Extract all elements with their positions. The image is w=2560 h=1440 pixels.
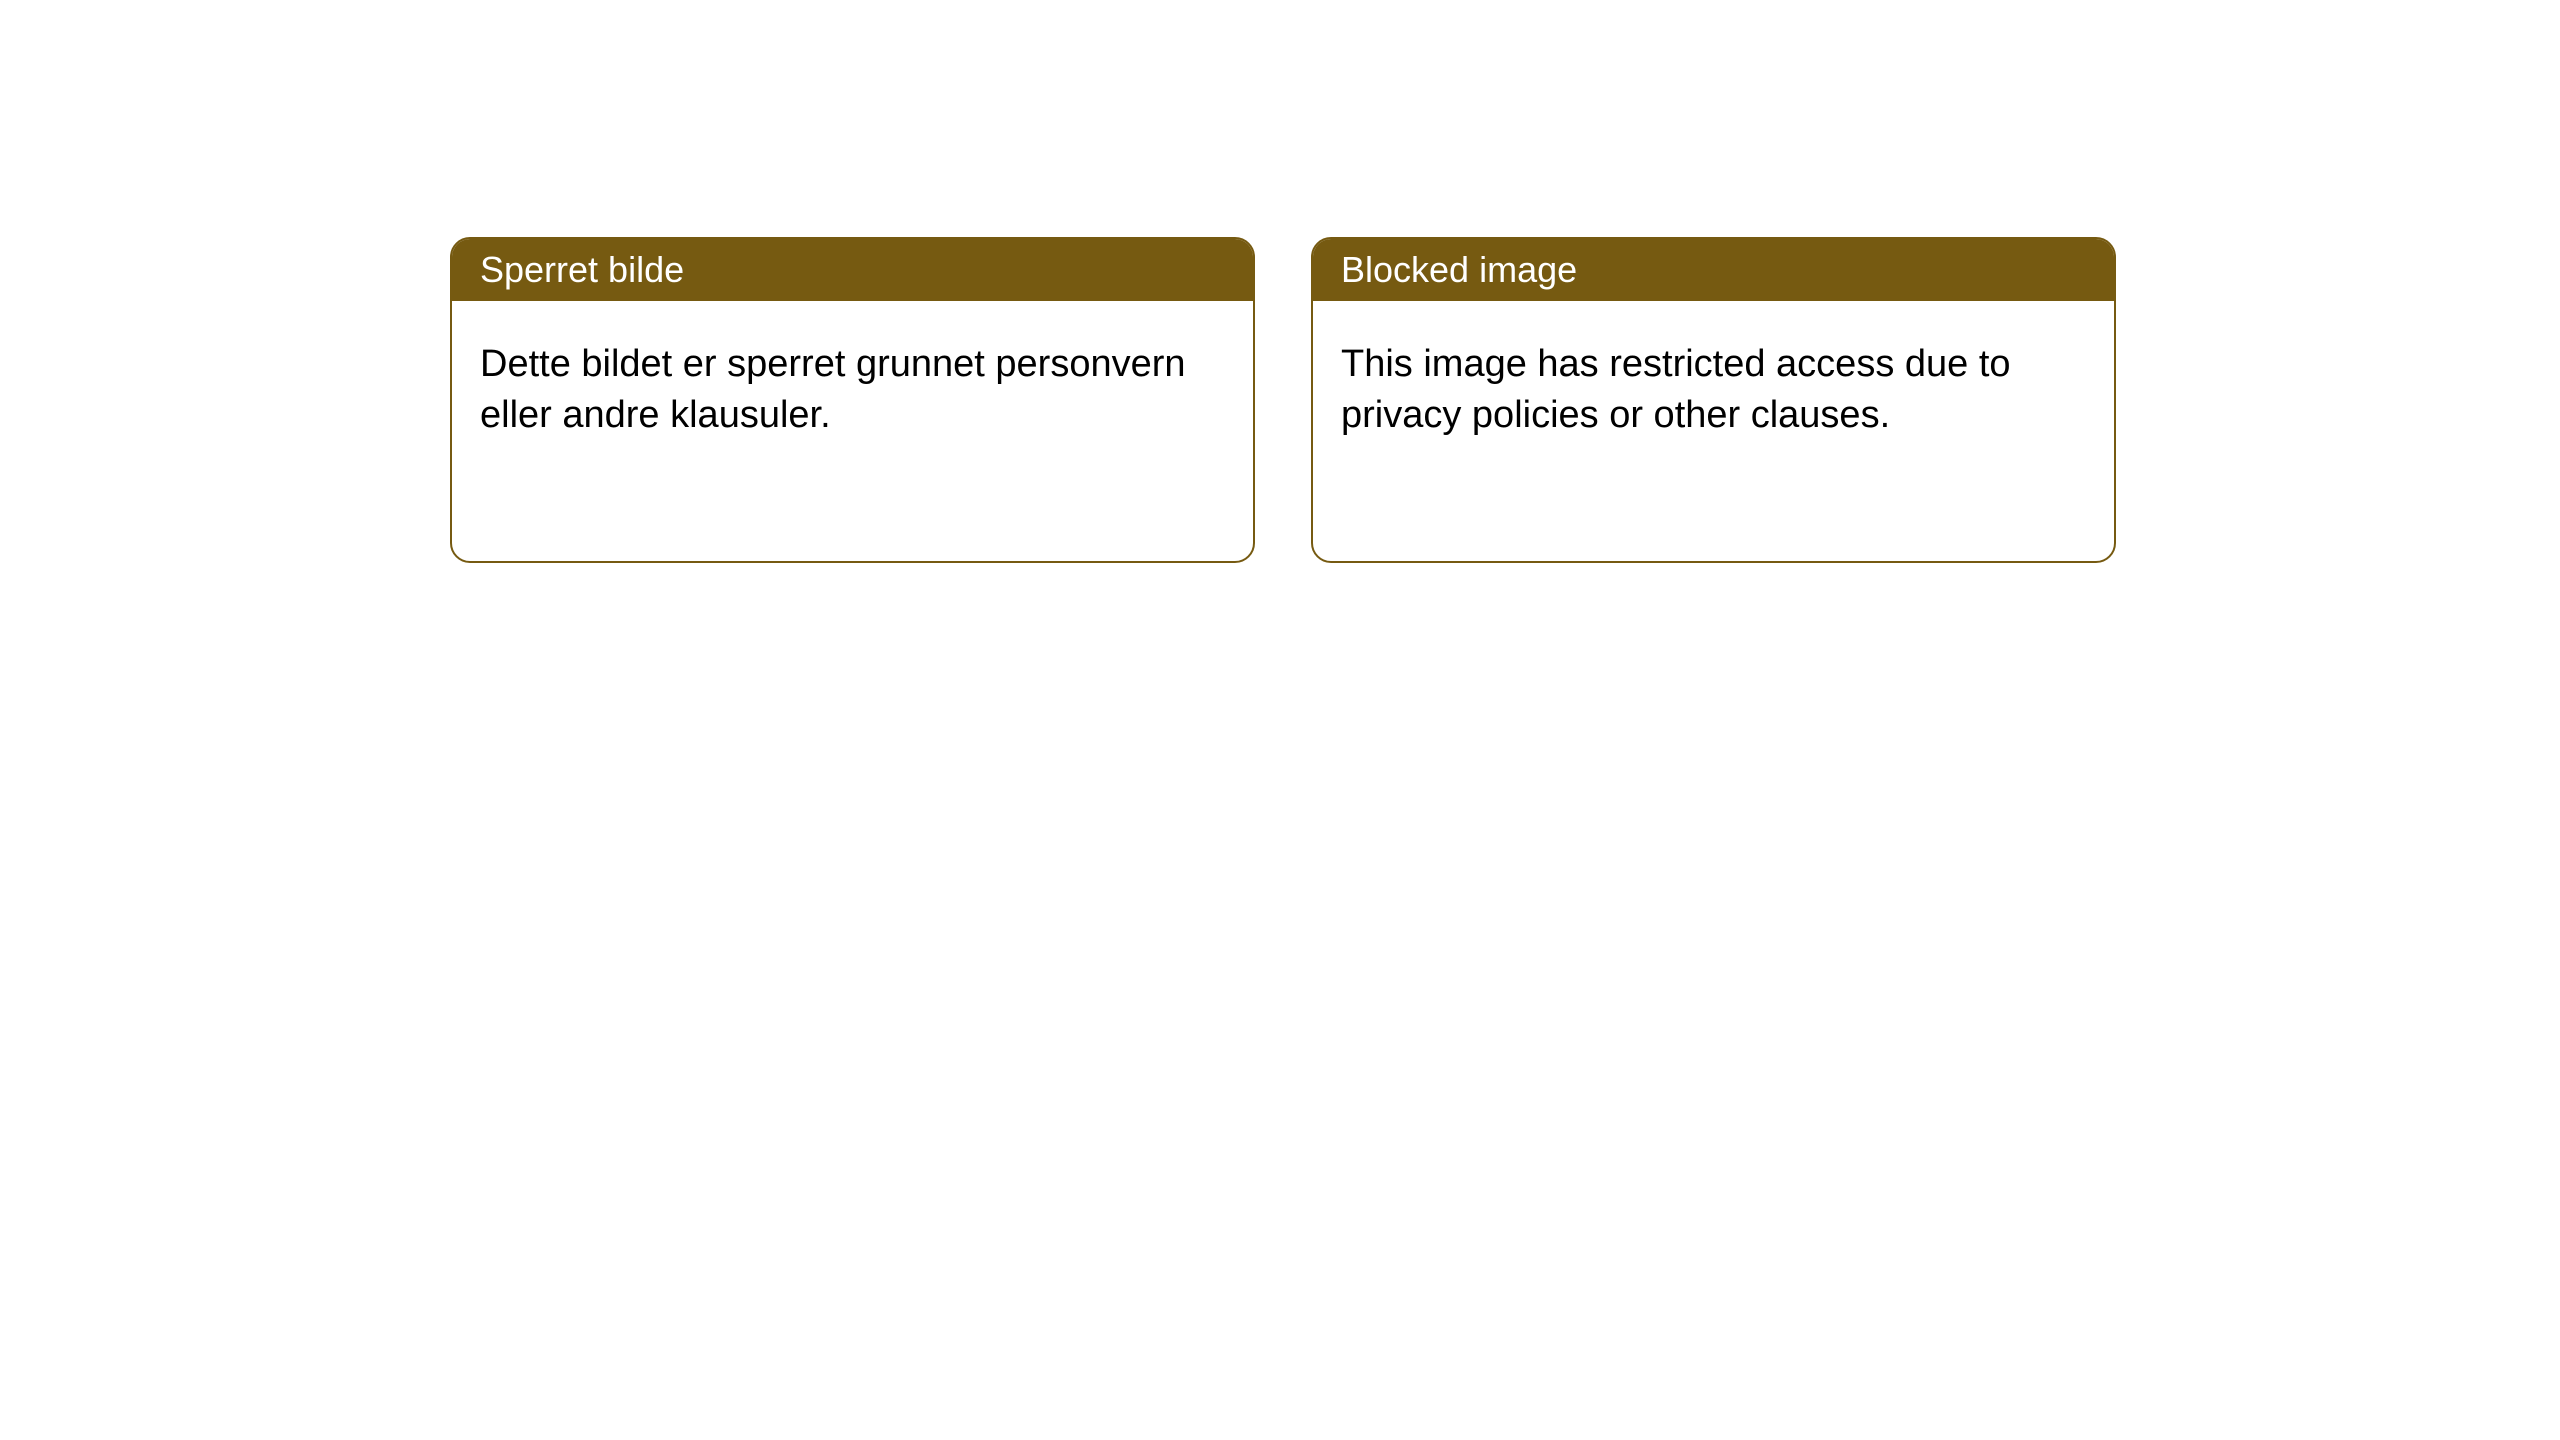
notice-title: Sperret bilde (452, 239, 1253, 301)
notice-card-english: Blocked image This image has restricted … (1311, 237, 2116, 563)
notice-title: Blocked image (1313, 239, 2114, 301)
notice-container: Sperret bilde Dette bildet er sperret gr… (0, 0, 2560, 563)
notice-card-norwegian: Sperret bilde Dette bildet er sperret gr… (450, 237, 1255, 563)
notice-body: This image has restricted access due to … (1313, 301, 2114, 561)
notice-body: Dette bildet er sperret grunnet personve… (452, 301, 1253, 561)
